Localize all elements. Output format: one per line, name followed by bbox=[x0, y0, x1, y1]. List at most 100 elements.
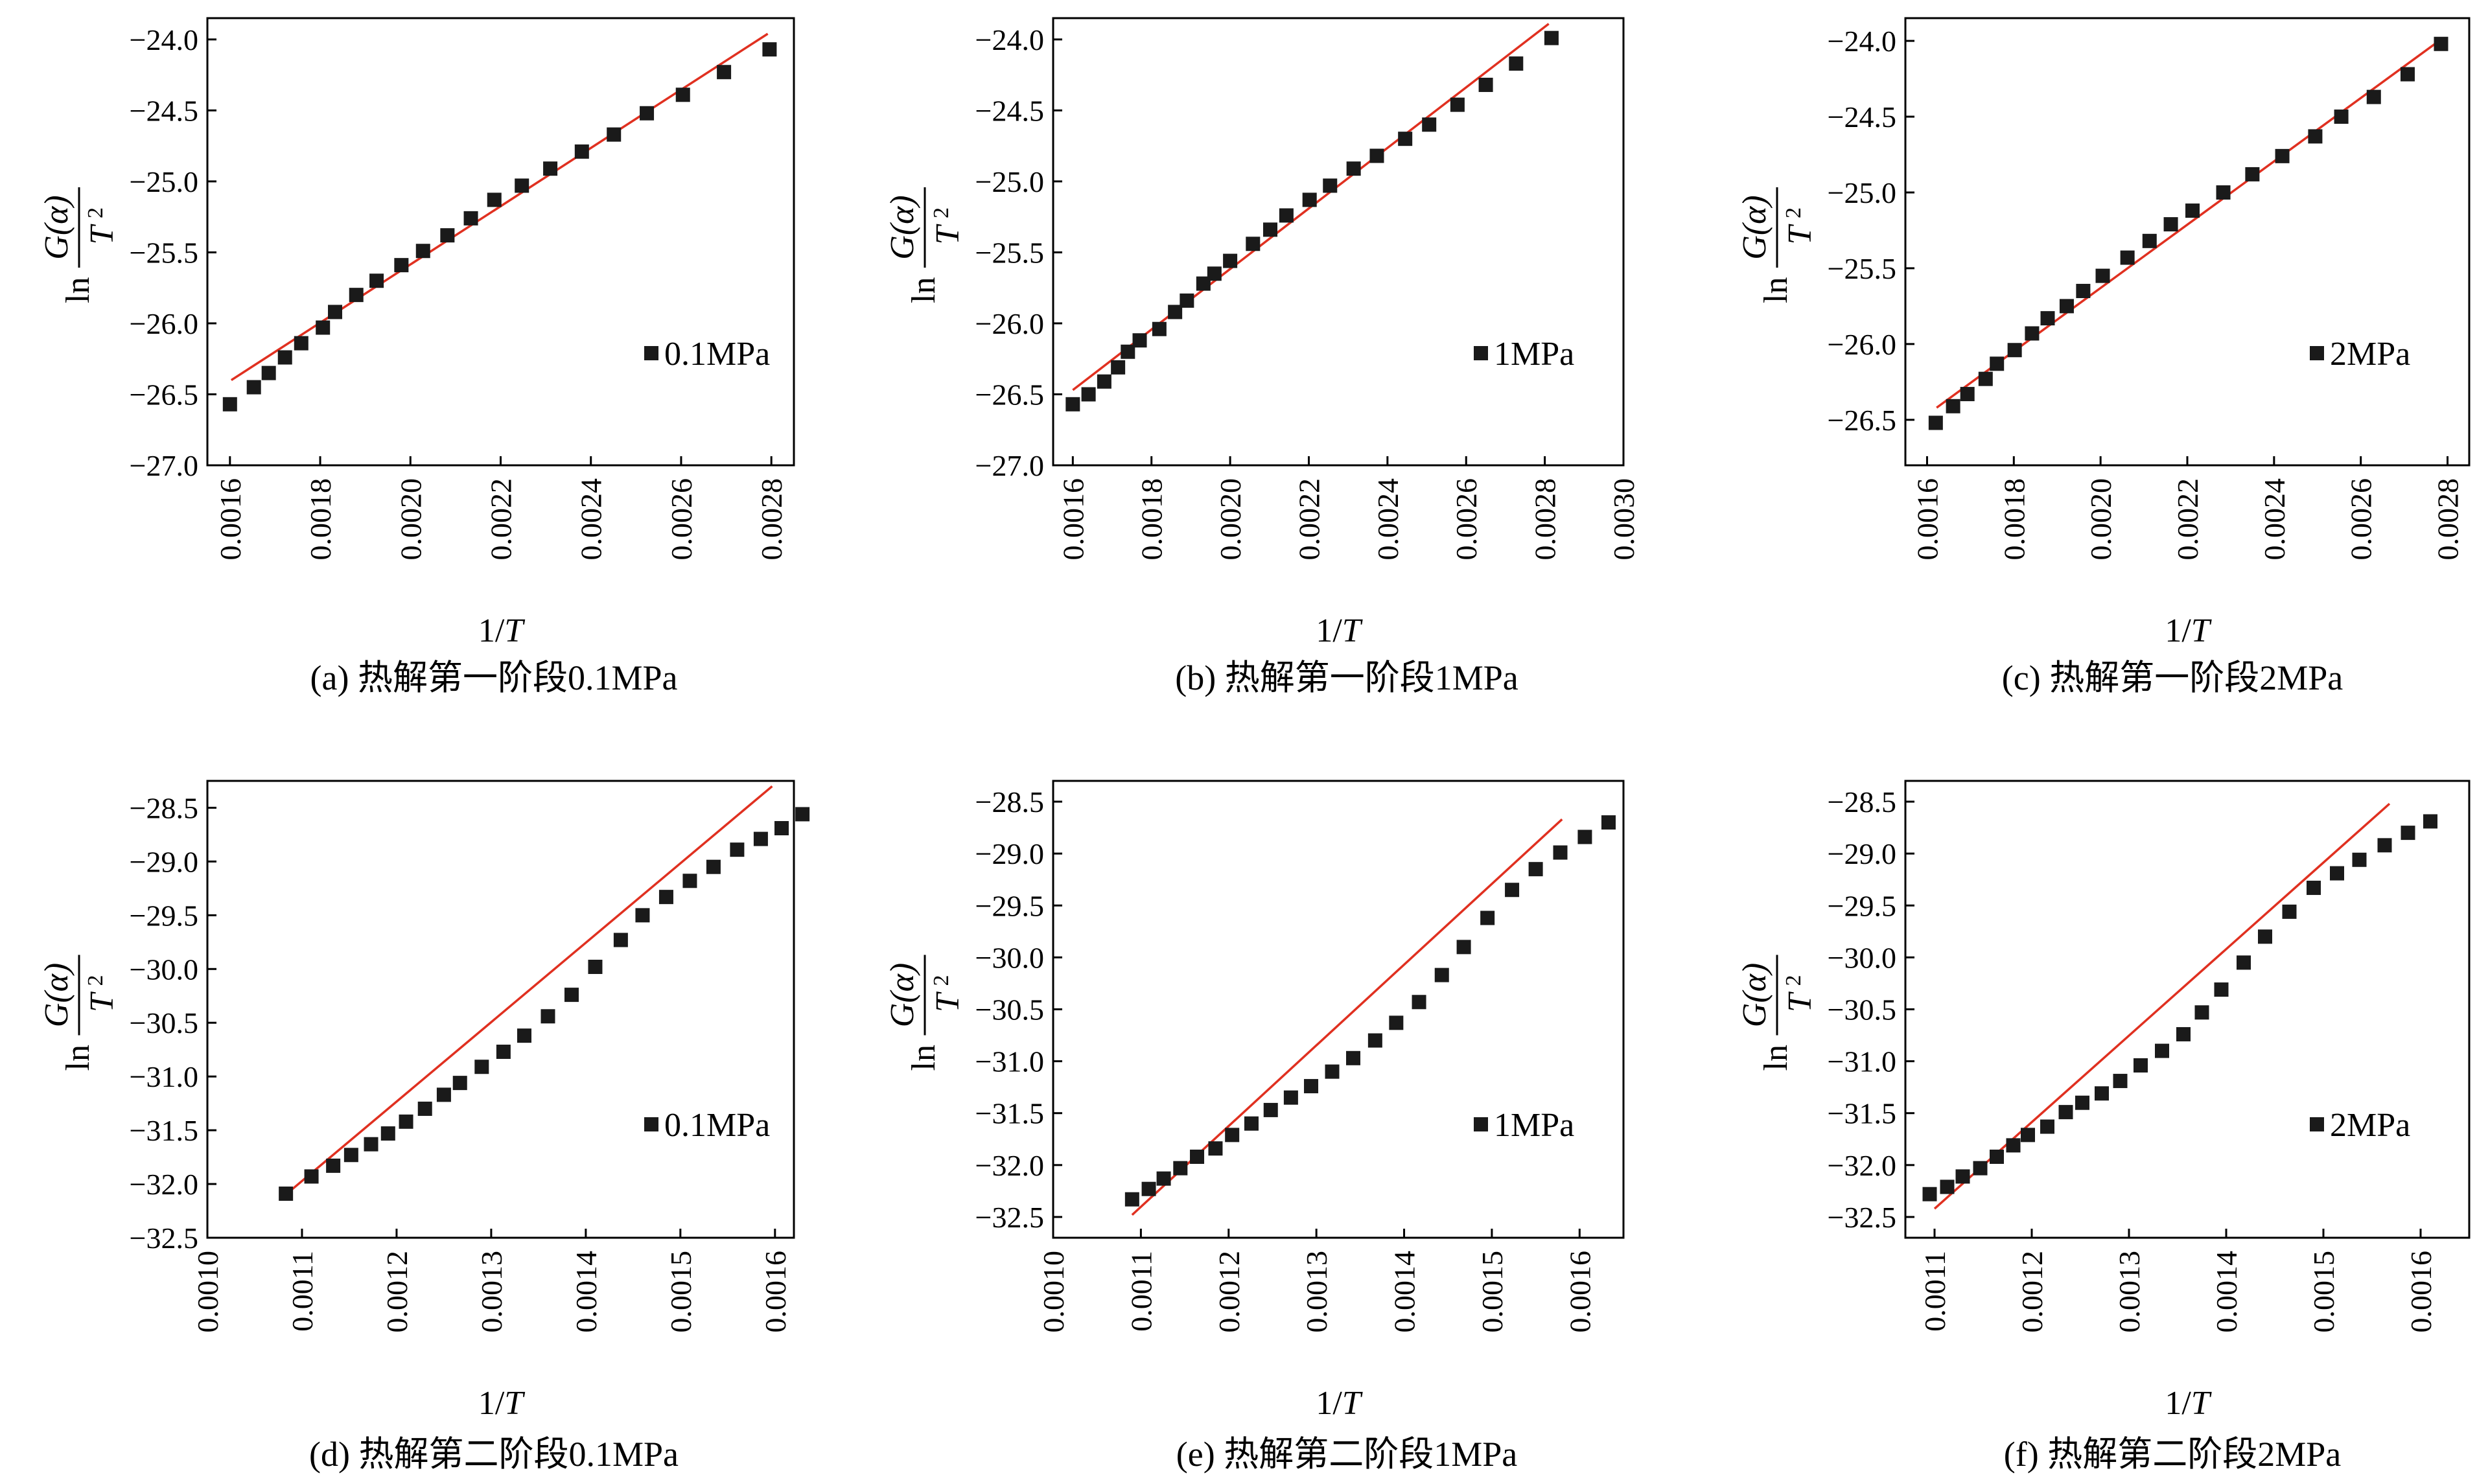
x-tick-label: 0.0026 bbox=[665, 478, 698, 561]
x-tick-label: 0.0022 bbox=[485, 478, 518, 561]
y-label-denominator: T bbox=[1782, 224, 1819, 244]
x-tick-label: 0.0011 bbox=[286, 1251, 319, 1332]
x-tick-label: 0.0010 bbox=[1037, 1251, 1070, 1333]
x-tick-label: 0.0028 bbox=[1529, 478, 1562, 561]
data-point bbox=[2040, 311, 2055, 326]
y-tick-label: −26.5 bbox=[975, 378, 1044, 411]
panel-b: −27.0 −26.5 −26.0 −25.5 −25.0 −24.5 −24.0 0.001… bbox=[884, 17, 1640, 697]
data-point bbox=[279, 1186, 294, 1201]
y-tick-label: −30.5 bbox=[975, 993, 1044, 1026]
fit-line bbox=[1933, 802, 2391, 1210]
data-point bbox=[2334, 110, 2349, 124]
y-axis-label: ln G(α) T 2 bbox=[884, 187, 966, 303]
data-point bbox=[1325, 1064, 1340, 1079]
x-tick-label: 0.0026 bbox=[1450, 478, 1483, 561]
data-point bbox=[2307, 881, 2321, 896]
x-tick-label: 0.0020 bbox=[2084, 478, 2117, 561]
x-tick-label: 0.0016 bbox=[214, 478, 247, 561]
data-point bbox=[1246, 237, 1261, 251]
data-point bbox=[1990, 356, 2005, 371]
data-point bbox=[2434, 36, 2448, 51]
data-point bbox=[463, 211, 478, 226]
data-point bbox=[1940, 1179, 1955, 1194]
data-point bbox=[1601, 815, 1616, 830]
data-point bbox=[1450, 97, 1465, 112]
y-label-ln: ln bbox=[1758, 1045, 1795, 1071]
data-point bbox=[1156, 1171, 1171, 1186]
y-label-numerator: G(α) bbox=[38, 195, 75, 259]
y-label-ln: ln bbox=[905, 1045, 942, 1071]
y-tick-label: −30.5 bbox=[1828, 993, 1896, 1026]
x-tick-label: 0.0015 bbox=[664, 1251, 697, 1333]
legend-label: 0.1MPa bbox=[664, 336, 770, 373]
x-tick-label: 0.0014 bbox=[570, 1251, 603, 1333]
y-label-numerator: G(α) bbox=[1736, 195, 1773, 259]
data-point bbox=[2040, 1119, 2054, 1134]
data-point bbox=[1124, 1192, 1139, 1207]
data-point bbox=[2275, 148, 2290, 163]
data-point bbox=[706, 859, 721, 874]
x-axis-label: 1/T bbox=[2165, 1385, 2211, 1422]
y-axis-label: ln G(α) T 2 bbox=[38, 187, 121, 303]
data-point bbox=[1553, 845, 1568, 860]
y-tick-label: −30.5 bbox=[130, 1006, 198, 1039]
panel-caption: (f) 热解第二阶段2MPa bbox=[2004, 1435, 2341, 1474]
y-tick-label: −31.0 bbox=[1828, 1045, 1896, 1078]
data-point bbox=[399, 1114, 413, 1129]
y-tick-label: −31.0 bbox=[975, 1045, 1044, 1078]
y-tick-label: −28.5 bbox=[130, 791, 198, 824]
data-point bbox=[415, 244, 430, 259]
y-label-ln: ln bbox=[60, 1045, 97, 1071]
data-point bbox=[1946, 399, 1960, 413]
legend-marker bbox=[2310, 346, 2324, 360]
data-point bbox=[294, 336, 308, 351]
y-tick-label: −26.0 bbox=[130, 307, 198, 340]
y-label-exponent: 2 bbox=[84, 207, 108, 218]
data-point bbox=[658, 890, 673, 905]
y-label-exponent: 2 bbox=[929, 975, 953, 986]
data-point bbox=[1978, 371, 1993, 386]
x-tick-label: 0.0028 bbox=[755, 478, 788, 561]
data-point bbox=[474, 1060, 489, 1074]
data-point bbox=[2237, 955, 2251, 970]
x-tick-label: 0.0022 bbox=[2171, 478, 2204, 561]
data-point bbox=[1480, 910, 1495, 925]
y-tick-label: −24.0 bbox=[130, 23, 198, 56]
data-point bbox=[1223, 253, 1238, 268]
y-label-ln: ln bbox=[60, 277, 97, 303]
x-tick-label: 0.0024 bbox=[1371, 478, 1404, 561]
y-tick-label: −32.5 bbox=[1828, 1201, 1896, 1234]
y-tick-label: −32.0 bbox=[975, 1149, 1044, 1182]
data-point bbox=[515, 178, 529, 193]
data-point bbox=[2377, 838, 2392, 853]
data-point bbox=[1544, 30, 1559, 45]
data-point bbox=[417, 1101, 432, 1116]
y-label-numerator: G(α) bbox=[884, 195, 921, 259]
data-point bbox=[1081, 387, 1096, 402]
x-tick-label: 0.0012 bbox=[380, 1251, 413, 1333]
data-point bbox=[2113, 1074, 2128, 1089]
data-point bbox=[2401, 826, 2415, 841]
data-point bbox=[1279, 208, 1294, 223]
data-point bbox=[1196, 276, 1211, 291]
data-point bbox=[2095, 1086, 2109, 1101]
data-point bbox=[1244, 1116, 1259, 1131]
data-point bbox=[2021, 1128, 2035, 1142]
x-tick-label: 0.0014 bbox=[1388, 1251, 1421, 1333]
data-point bbox=[487, 192, 502, 207]
y-tick-label: −26.5 bbox=[130, 378, 198, 411]
data-point bbox=[574, 144, 589, 159]
y-tick-label: −29.5 bbox=[975, 889, 1044, 922]
data-point bbox=[440, 228, 455, 243]
data-point bbox=[2025, 326, 2040, 341]
y-label-denominator: T bbox=[929, 991, 966, 1012]
y-tick-label: −30.0 bbox=[975, 941, 1044, 974]
data-point bbox=[1302, 192, 1317, 207]
data-point bbox=[1509, 56, 1524, 71]
legend-label: 1MPa bbox=[1494, 336, 1574, 373]
x-tick-label: 0.0016 bbox=[759, 1251, 792, 1333]
data-point bbox=[1141, 1181, 1156, 1196]
data-point bbox=[328, 305, 343, 319]
y-tick-label: −26.5 bbox=[1828, 404, 1896, 437]
data-point bbox=[2185, 203, 2200, 218]
